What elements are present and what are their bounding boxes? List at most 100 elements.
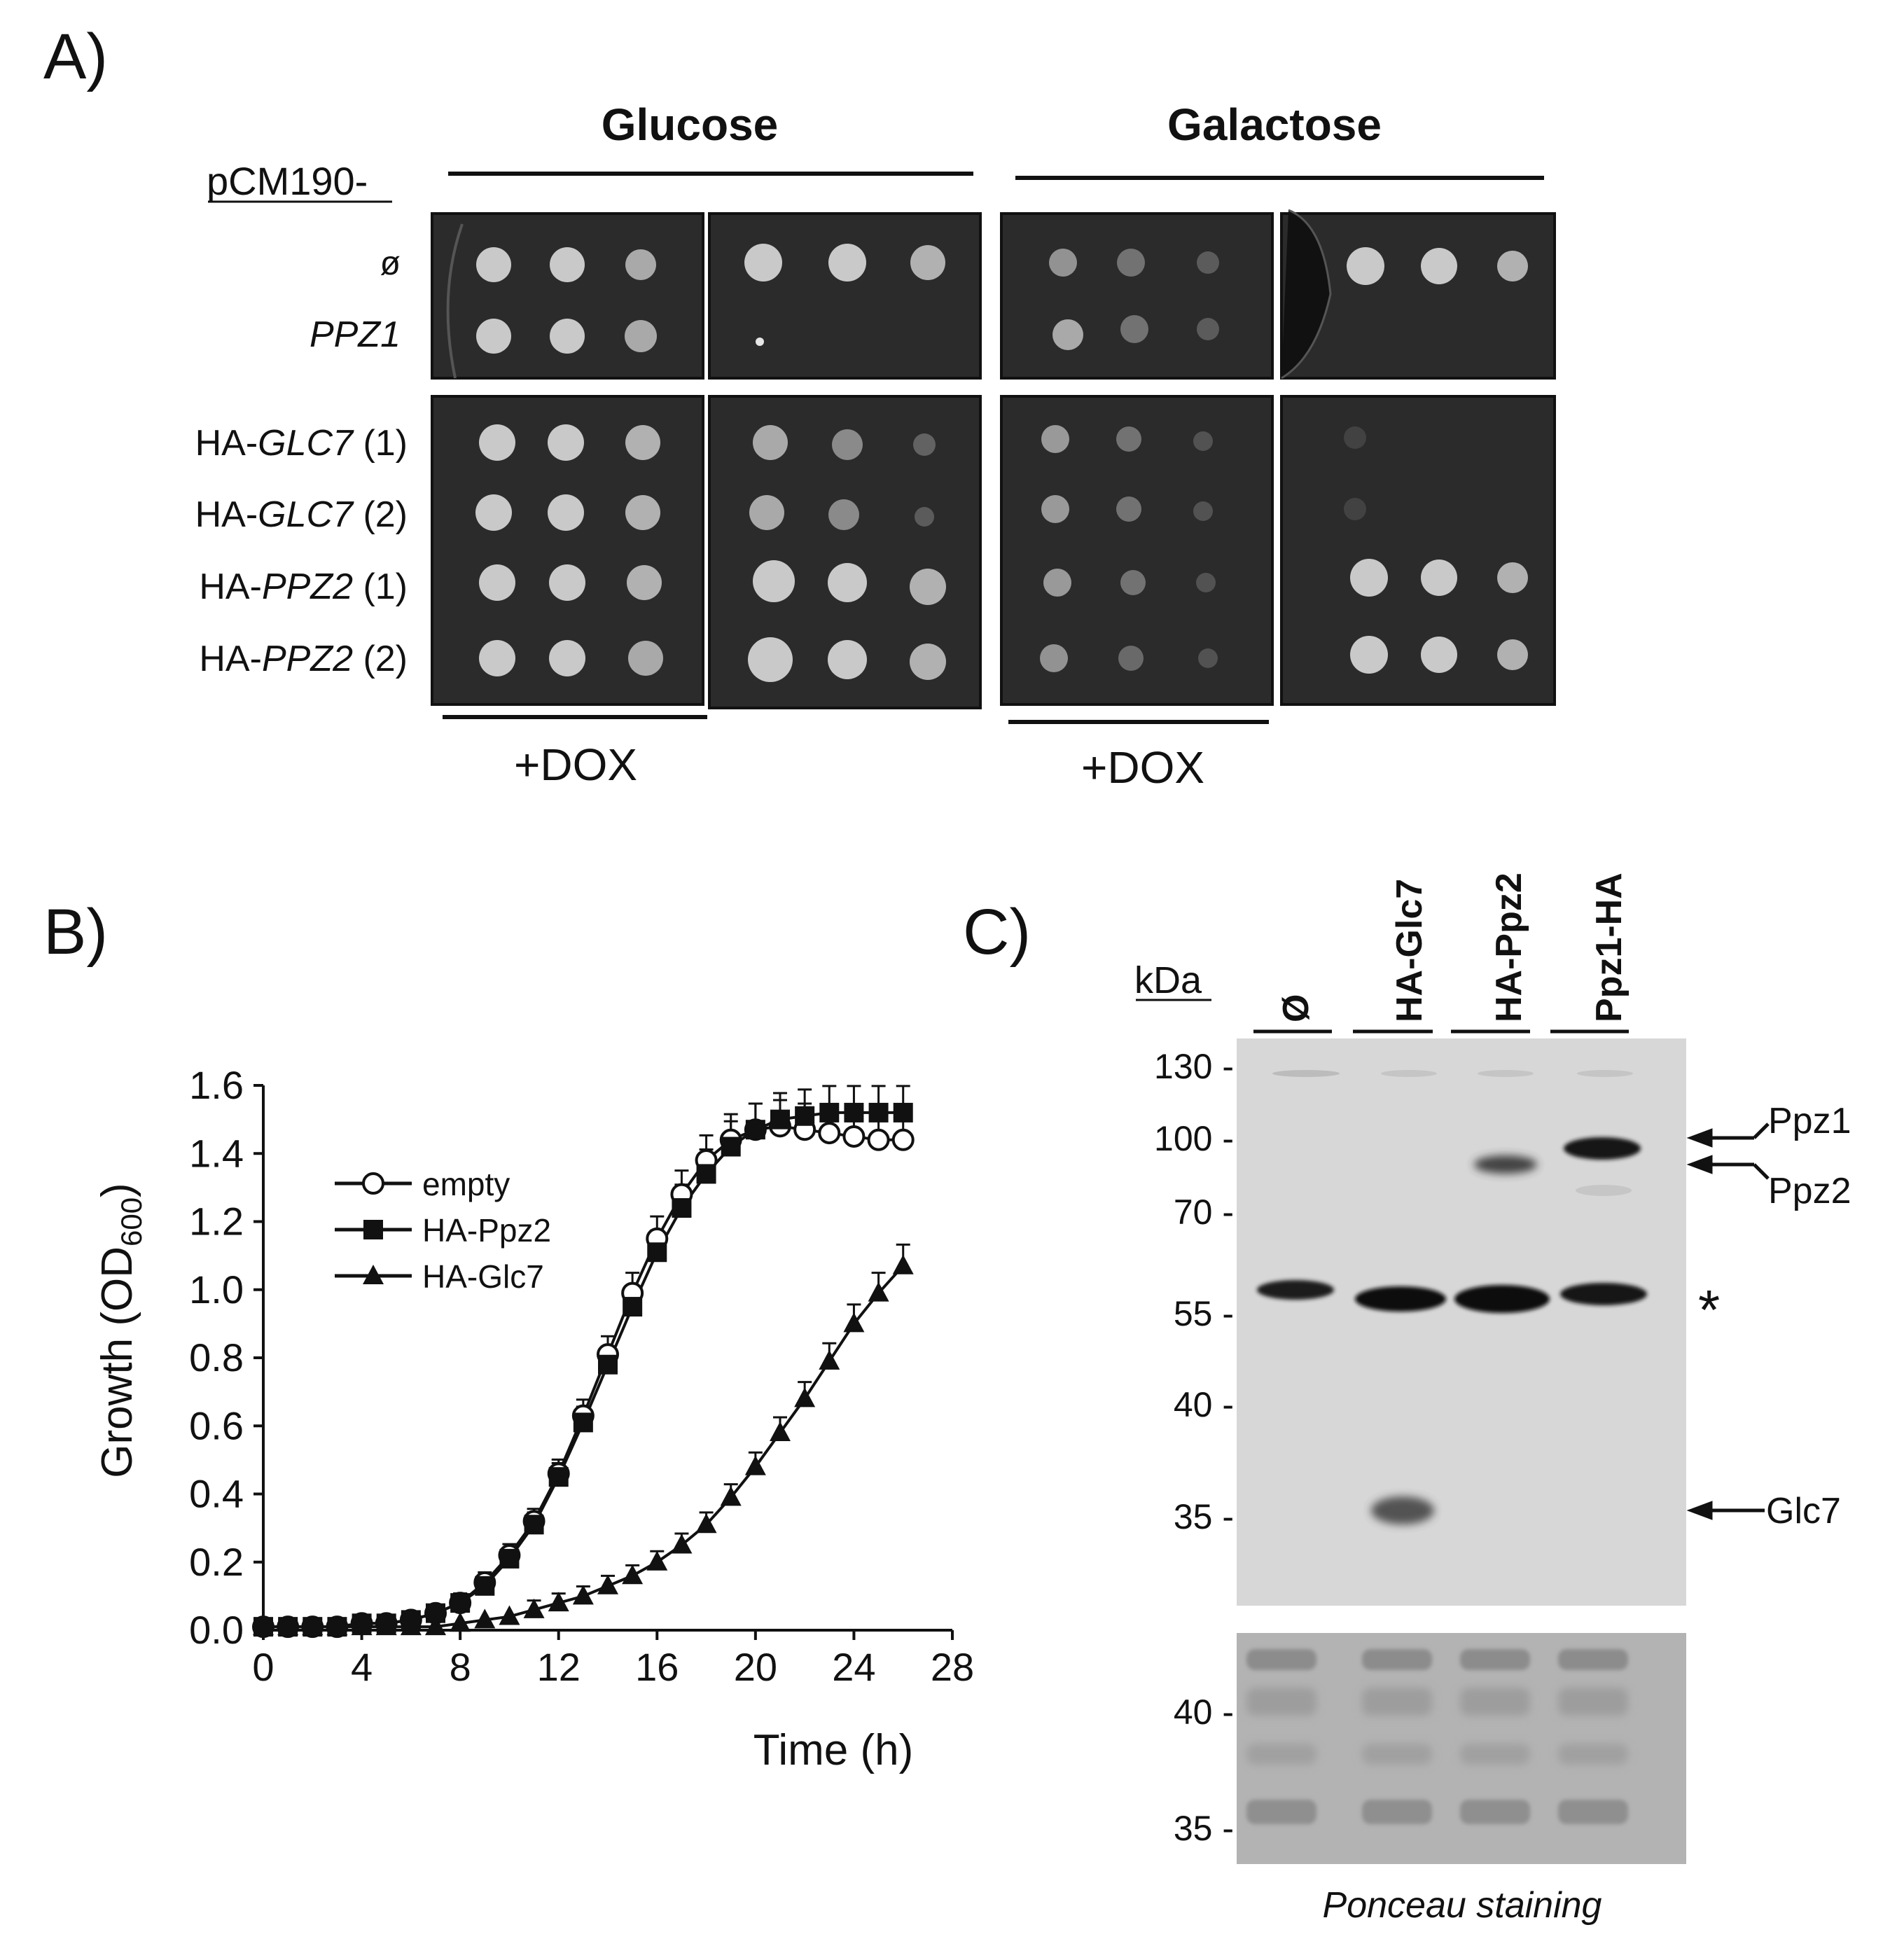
x-tick-label: 0: [252, 1645, 274, 1689]
growth-chart: 0 4 8 12 16 20 24 28 0.0 0.2 0.4 0.6 0.8 1.0 1.2 1.4 1.6…: [189, 1063, 974, 1689]
data-point-ha-glc7: [499, 1605, 520, 1625]
panel-a: A) Glucose Galactose pCM190- ø PPZ1 HA-G…: [43, 21, 1556, 793]
data-point-ha-ppz2: [844, 1102, 864, 1123]
data-point-ha-ppz2: [721, 1137, 741, 1157]
error-bars: [453, 1085, 910, 1610]
x-tick-label: 12: [537, 1645, 581, 1689]
y-tick-label: 0.2: [189, 1540, 244, 1584]
row-label-ppz1: PPZ1: [310, 314, 401, 355]
y-tick-label: 1.4: [189, 1131, 244, 1175]
data-point-ha-glc7: [892, 1254, 914, 1274]
mw-marker-55: 55 -: [1174, 1294, 1234, 1333]
data-point-ha-glc7: [548, 1592, 569, 1612]
plasmid-label: pCM190-: [207, 159, 368, 203]
plate-glucose-dox-bottom: [431, 395, 704, 706]
data-point-empty: [842, 1125, 866, 1148]
data-point-empty: [891, 1128, 915, 1151]
legend-marker: [363, 1220, 383, 1239]
ppz2-label: Ppz2: [1768, 1171, 1851, 1211]
chart-axes: 0 4 8 12 16 20 24 28 0.0 0.2 0.4 0.6 0.8 1.0 1.2 1.4 1.6: [189, 1063, 974, 1689]
ponceau-caption: Ponceau staining: [1323, 1885, 1602, 1926]
data-point-ha-glc7: [671, 1534, 693, 1554]
glc7-label: Glc7: [1766, 1491, 1841, 1531]
data-point-ha-ppz2: [499, 1548, 520, 1569]
ponceau-blot: [1237, 1633, 1686, 1864]
mw-marker-100: 100 -: [1154, 1119, 1234, 1158]
y-tick-label: 0.6: [189, 1403, 244, 1447]
glc7-arrow: [1686, 1501, 1765, 1520]
panel-c-label: C): [963, 896, 1031, 968]
legend-label: HA-Ppz2: [422, 1212, 551, 1249]
legend-marker: [363, 1265, 384, 1284]
mw-marker-70: 70 -: [1174, 1193, 1234, 1232]
plate-galactose-dox-top: [1000, 212, 1274, 380]
data-point-empty: [818, 1122, 841, 1145]
y-tick-label: 0.4: [189, 1472, 244, 1516]
row-label-glc7-2: HA-GLC7 (2): [195, 494, 408, 535]
data-point-ha-glc7: [720, 1486, 742, 1506]
y-tick-label: 0.8: [189, 1335, 244, 1379]
legend-marker: [362, 1172, 384, 1195]
galactose-label: Galactose: [1167, 99, 1382, 150]
y-tick-label: 0.0: [189, 1608, 244, 1652]
data-point-ha-glc7: [450, 1612, 471, 1632]
data-point-ha-ppz2: [475, 1576, 495, 1596]
x-axis-label: Time (h): [753, 1726, 913, 1774]
row-label-empty: ø: [380, 245, 401, 282]
plate-glucose-bottom: [708, 395, 982, 709]
dox-label-glucose: +DOX: [514, 739, 637, 790]
ppz2-arrow: [1686, 1155, 1770, 1180]
lane-label-ha-glc7: HA-Glc7: [1389, 879, 1430, 1022]
western-blot: [1237, 1038, 1686, 1606]
data-point-ha-ppz2: [795, 1106, 815, 1126]
x-tick-label: 16: [635, 1645, 679, 1689]
data-point-ha-ppz2: [623, 1297, 643, 1317]
y-tick-label: 1.0: [189, 1267, 244, 1312]
dox-label-galactose: +DOX: [1081, 742, 1204, 793]
data-point-ha-ppz2: [696, 1164, 716, 1184]
ppz1-arrow: [1686, 1123, 1770, 1148]
nonspecific-band-asterisk: *: [1698, 1279, 1720, 1341]
ponceau-marker-40: 40 -: [1174, 1693, 1234, 1732]
data-point-ha-glc7: [843, 1312, 865, 1333]
panel-c: C) kDa Ø HA-Glc7 HA-Ppz2 Ppz1-HA: [963, 873, 1851, 1926]
data-point-ha-glc7: [572, 1585, 594, 1605]
data-point-ha-ppz2: [450, 1593, 471, 1613]
plate-glucose-top: [708, 212, 982, 380]
row-label-ppz2-1: HA-PPZ2 (1): [199, 567, 408, 607]
y-tick-label: 1.6: [189, 1063, 244, 1107]
data-point-ha-glc7: [868, 1281, 889, 1302]
data-point-ha-ppz2: [868, 1102, 889, 1123]
data-point-ha-ppz2: [819, 1102, 840, 1123]
data-point-ha-glc7: [819, 1349, 840, 1370]
series-line-ha-ppz2: [263, 1111, 903, 1629]
x-tick-label: 28: [931, 1645, 974, 1689]
series-lines: [263, 1111, 905, 1629]
legend-label: empty: [422, 1166, 510, 1202]
data-point-ha-ppz2: [573, 1412, 593, 1433]
data-point-ha-ppz2: [745, 1120, 765, 1140]
panel-b-label: B): [43, 896, 108, 968]
row-label-glc7-1: HA-GLC7 (1): [195, 423, 408, 464]
data-point-ha-ppz2: [598, 1354, 618, 1375]
data-point-ha-glc7: [523, 1598, 545, 1618]
panel-a-label: A): [43, 21, 108, 92]
data-point-ha-glc7: [744, 1455, 766, 1475]
mw-marker-35: 35 -: [1174, 1497, 1234, 1536]
x-tick-label: 24: [832, 1645, 875, 1689]
lane-label-ppz1-ha: Ppz1-HA: [1589, 873, 1630, 1022]
data-point-ha-glc7: [770, 1421, 791, 1441]
kda-label: kDa: [1134, 959, 1202, 1001]
data-point-ha-glc7: [794, 1387, 816, 1408]
data-point-ha-ppz2: [770, 1109, 790, 1130]
ponceau-marker-35: 35 -: [1174, 1809, 1234, 1848]
data-point-ha-ppz2: [672, 1198, 692, 1218]
lane-label-ha-ppz2: HA-Ppz2: [1489, 873, 1529, 1022]
y-axis-label: Growth (OD600): [93, 1183, 148, 1478]
data-point-ha-glc7: [474, 1608, 496, 1629]
x-tick-label: 8: [450, 1645, 471, 1689]
panel-b: B) 0 4 8 12 16 20 24 28 0.0 0.2 0.4 0.6 0.8 1.0 1.2 1.4…: [43, 896, 974, 1774]
chart-legend: empty HA-Ppz2 HA-Glc7: [335, 1166, 551, 1295]
plate-galactose-bottom: [1280, 395, 1556, 706]
data-point-ha-ppz2: [524, 1515, 544, 1535]
